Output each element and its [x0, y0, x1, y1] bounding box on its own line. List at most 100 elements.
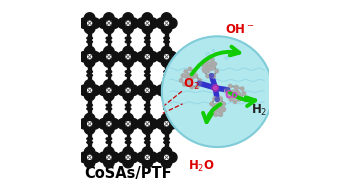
Circle shape: [238, 98, 241, 101]
Polygon shape: [158, 89, 159, 91]
Polygon shape: [155, 89, 156, 91]
Polygon shape: [155, 123, 156, 125]
Polygon shape: [123, 157, 133, 168]
Polygon shape: [108, 42, 110, 48]
Polygon shape: [107, 21, 111, 25]
Polygon shape: [127, 65, 129, 71]
Polygon shape: [98, 18, 109, 28]
Polygon shape: [146, 99, 148, 105]
Polygon shape: [116, 54, 121, 60]
Polygon shape: [88, 155, 92, 159]
Circle shape: [210, 66, 214, 70]
Circle shape: [193, 70, 196, 73]
Polygon shape: [123, 113, 133, 124]
Polygon shape: [161, 113, 172, 124]
Polygon shape: [120, 22, 121, 24]
Polygon shape: [120, 123, 121, 125]
Circle shape: [184, 75, 188, 78]
Polygon shape: [164, 122, 169, 126]
Polygon shape: [154, 54, 160, 60]
Polygon shape: [135, 56, 137, 58]
Polygon shape: [146, 109, 148, 115]
Circle shape: [233, 96, 236, 99]
Polygon shape: [128, 52, 139, 62]
Polygon shape: [161, 90, 172, 101]
Polygon shape: [147, 152, 158, 163]
Polygon shape: [84, 113, 95, 124]
Polygon shape: [89, 109, 91, 115]
Polygon shape: [90, 119, 100, 129]
Polygon shape: [84, 147, 95, 157]
Polygon shape: [135, 20, 141, 26]
Polygon shape: [125, 70, 131, 77]
Polygon shape: [127, 99, 129, 105]
Polygon shape: [123, 57, 133, 67]
Circle shape: [233, 100, 237, 104]
Circle shape: [232, 90, 235, 93]
Polygon shape: [165, 76, 168, 82]
Polygon shape: [107, 88, 111, 92]
Polygon shape: [84, 46, 95, 57]
Polygon shape: [104, 23, 114, 34]
Polygon shape: [154, 20, 160, 26]
Polygon shape: [167, 152, 177, 163]
Polygon shape: [156, 119, 167, 129]
Circle shape: [214, 113, 217, 116]
Polygon shape: [137, 52, 147, 62]
Polygon shape: [144, 138, 150, 144]
Polygon shape: [165, 99, 168, 105]
Polygon shape: [87, 104, 93, 110]
Circle shape: [188, 75, 191, 78]
Polygon shape: [167, 119, 177, 129]
Polygon shape: [125, 138, 131, 144]
Circle shape: [194, 74, 197, 77]
Polygon shape: [137, 119, 147, 129]
Polygon shape: [123, 124, 133, 134]
Polygon shape: [116, 89, 117, 91]
Polygon shape: [116, 154, 121, 160]
Polygon shape: [108, 132, 110, 138]
Polygon shape: [139, 123, 140, 125]
Polygon shape: [135, 154, 141, 160]
Circle shape: [206, 69, 210, 73]
Polygon shape: [146, 143, 148, 149]
Polygon shape: [165, 42, 168, 48]
Circle shape: [219, 107, 222, 111]
Polygon shape: [135, 22, 137, 24]
Polygon shape: [87, 37, 93, 43]
Circle shape: [211, 58, 214, 61]
Polygon shape: [100, 56, 101, 58]
Circle shape: [188, 77, 192, 81]
Polygon shape: [142, 13, 153, 23]
Polygon shape: [163, 104, 169, 110]
Polygon shape: [96, 87, 102, 93]
Polygon shape: [144, 138, 150, 144]
Circle shape: [219, 104, 223, 107]
Polygon shape: [87, 37, 93, 43]
Polygon shape: [128, 152, 139, 163]
Polygon shape: [126, 55, 130, 59]
Polygon shape: [145, 55, 149, 59]
Polygon shape: [144, 70, 150, 77]
Text: H$_2$: H$_2$: [251, 103, 268, 118]
Circle shape: [225, 88, 230, 92]
Polygon shape: [108, 76, 110, 82]
Polygon shape: [167, 85, 177, 95]
Polygon shape: [79, 52, 90, 62]
Polygon shape: [165, 132, 168, 138]
Circle shape: [205, 60, 208, 64]
Polygon shape: [89, 65, 91, 71]
Polygon shape: [163, 70, 169, 77]
Polygon shape: [139, 56, 140, 58]
Text: O$_2$: O$_2$: [183, 77, 200, 92]
Polygon shape: [137, 152, 147, 163]
Polygon shape: [164, 155, 169, 159]
Circle shape: [210, 74, 214, 78]
Polygon shape: [116, 121, 121, 127]
Polygon shape: [97, 22, 98, 24]
Polygon shape: [146, 42, 148, 48]
Polygon shape: [96, 20, 102, 26]
Polygon shape: [87, 70, 93, 77]
Polygon shape: [135, 87, 141, 93]
Polygon shape: [125, 37, 131, 43]
